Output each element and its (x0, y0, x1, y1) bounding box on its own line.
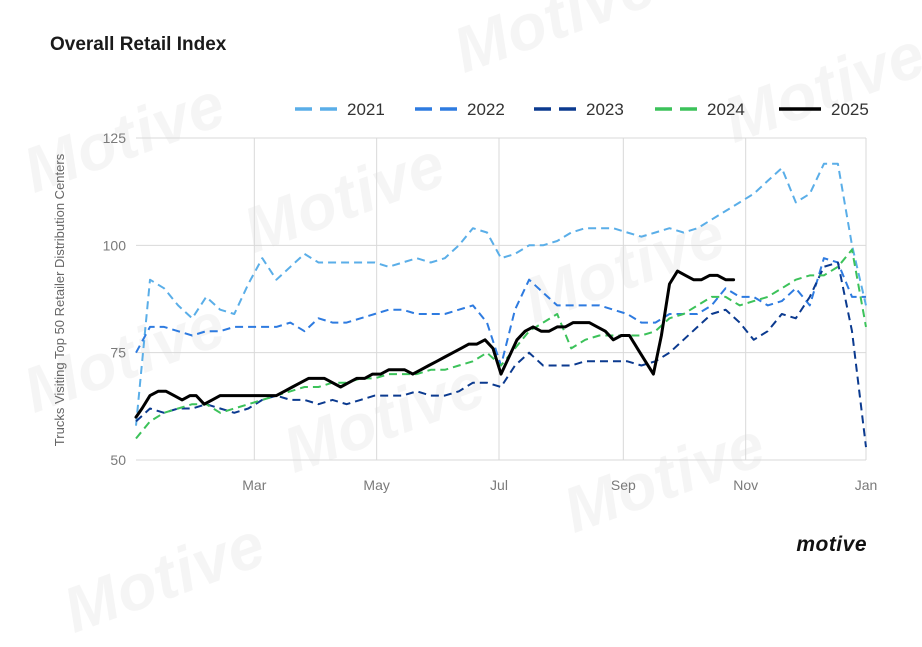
series-line-2025 (134, 269, 736, 419)
chart-title: Overall Retail Index (50, 34, 227, 55)
legend-label-2023: 2023 (586, 100, 624, 119)
x-tick-label: Sep (611, 477, 636, 493)
grid (136, 137, 867, 461)
series-line-2021 (135, 162, 867, 426)
legend-label-2024: 2024 (707, 100, 745, 119)
x-tick-label: May (363, 477, 389, 493)
y-tick-label: 100 (103, 237, 127, 253)
legend-label-2025: 2025 (831, 100, 869, 119)
y-tick-label: 75 (110, 345, 126, 361)
series-layer (134, 162, 867, 448)
x-tick-label: Jan (855, 477, 878, 493)
y-tick-label: 125 (103, 130, 127, 146)
legend: 2021 2022 2023 2024 2025 (295, 100, 869, 119)
x-tick-label: Jul (490, 477, 508, 493)
legend-label-2022: 2022 (467, 100, 505, 119)
legend-label-2021: 2021 (347, 100, 385, 119)
series-line-2024 (135, 248, 867, 440)
x-tick-label: Nov (733, 477, 758, 493)
y-axis-label: Trucks Visiting Top 50 Retailer Distribu… (52, 153, 67, 446)
y-tick-label: 50 (110, 452, 126, 468)
axis-labels: 50 75 100 125 Mar May Jul Sep Nov Jan (103, 130, 878, 493)
series-line-2022 (135, 257, 866, 367)
x-tick-label: Mar (242, 477, 266, 493)
brand-logo: motive (796, 533, 867, 556)
series-line-2023 (135, 261, 867, 448)
